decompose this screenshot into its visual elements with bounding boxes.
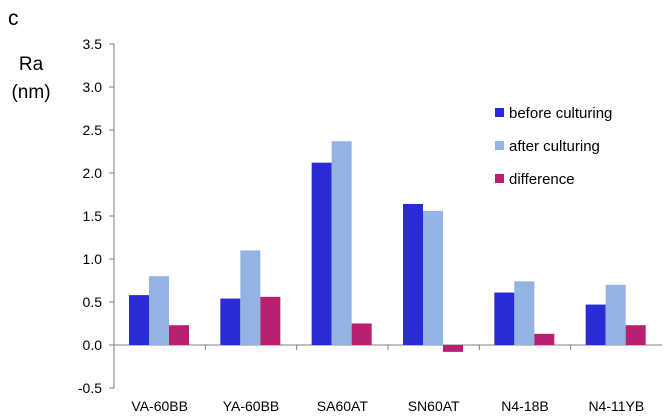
legend-swatch <box>495 174 504 183</box>
y-tick-label: -0.5 <box>78 380 102 396</box>
bar-difference-0 <box>169 325 189 345</box>
x-tick-label: VA-60BB <box>131 398 188 414</box>
bar-after-culturing-0 <box>149 276 169 345</box>
legend-label: before culturing <box>509 105 612 122</box>
bar-before-culturing-4 <box>494 292 515 345</box>
x-tick-label: N4-11YB <box>588 398 644 414</box>
bar-after-culturing-1 <box>240 250 261 345</box>
x-tick-label: SN60AT <box>408 398 460 414</box>
bar-difference-4 <box>534 333 555 345</box>
y-tick-label: 3.5 <box>83 36 103 52</box>
y-tick-label: 0.0 <box>83 337 103 353</box>
bars <box>129 141 646 352</box>
y-axis-label-line2: (nm) <box>11 82 50 103</box>
legend-swatch <box>495 108 504 117</box>
legend-swatch <box>495 141 504 150</box>
bar-after-culturing-3 <box>423 210 443 345</box>
y-tick-label: 1.5 <box>83 208 103 224</box>
bar-difference-3 <box>443 345 463 352</box>
bar-after-culturing-4 <box>514 281 535 345</box>
bar-difference-5 <box>625 325 646 345</box>
bar-before-culturing-5 <box>585 304 606 345</box>
bar-before-culturing-2 <box>311 162 332 345</box>
y-tick-label: 3.0 <box>83 79 103 95</box>
legend-label: after culturing <box>509 138 600 155</box>
y-tick-label: 1.0 <box>83 251 103 267</box>
axes: -0.5 0.0 0.5 1.0 1.5 2.0 2.5 3.0 3.5 VA-60BB YA-60… <box>78 36 662 414</box>
legend: before culturing after culturing differenc… <box>495 105 612 188</box>
legend-label: difference <box>509 171 575 188</box>
x-tick-label: SA60AT <box>317 398 369 414</box>
bar-difference-1 <box>260 296 281 345</box>
bar-before-culturing-0 <box>129 295 149 345</box>
y-tick-label: 0.5 <box>83 294 103 310</box>
y-axis-label-line1: Ra <box>19 54 44 75</box>
x-tick-label: YA-60BB <box>223 398 280 414</box>
bar-difference-2 <box>351 323 372 345</box>
y-tick-label: 2.5 <box>83 122 103 138</box>
bar-before-culturing-1 <box>220 298 241 345</box>
y-tick-label: 2.0 <box>83 165 103 181</box>
bar-after-culturing-2 <box>331 141 352 345</box>
bar-before-culturing-3 <box>403 203 423 345</box>
x-tick-label: N4-18B <box>501 398 548 414</box>
bar-after-culturing-5 <box>605 284 626 345</box>
panel-label: c <box>8 7 19 30</box>
